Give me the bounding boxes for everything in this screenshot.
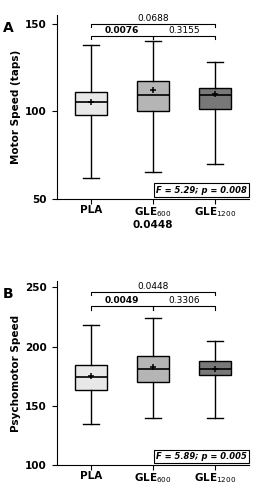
Text: 0.3306: 0.3306 bbox=[168, 296, 200, 306]
Y-axis label: Psychomotor Speed: Psychomotor Speed bbox=[11, 314, 21, 432]
Text: F = 5.29; p = 0.008: F = 5.29; p = 0.008 bbox=[156, 186, 246, 194]
Text: 0.0076: 0.0076 bbox=[105, 26, 139, 36]
PathPatch shape bbox=[75, 92, 107, 114]
Text: B: B bbox=[3, 287, 13, 301]
Y-axis label: Motor Speed (taps): Motor Speed (taps) bbox=[11, 50, 21, 164]
PathPatch shape bbox=[199, 88, 231, 110]
Text: A: A bbox=[3, 20, 13, 34]
PathPatch shape bbox=[137, 82, 169, 111]
Text: 0.0448: 0.0448 bbox=[137, 282, 169, 292]
PathPatch shape bbox=[75, 366, 107, 390]
Text: F = 5.89; p = 0.005: F = 5.89; p = 0.005 bbox=[156, 452, 246, 461]
PathPatch shape bbox=[137, 356, 169, 382]
PathPatch shape bbox=[199, 360, 231, 375]
Text: 0.0688: 0.0688 bbox=[137, 14, 169, 23]
Text: 0.0049: 0.0049 bbox=[105, 296, 139, 306]
Text: 0.3155: 0.3155 bbox=[168, 26, 200, 36]
